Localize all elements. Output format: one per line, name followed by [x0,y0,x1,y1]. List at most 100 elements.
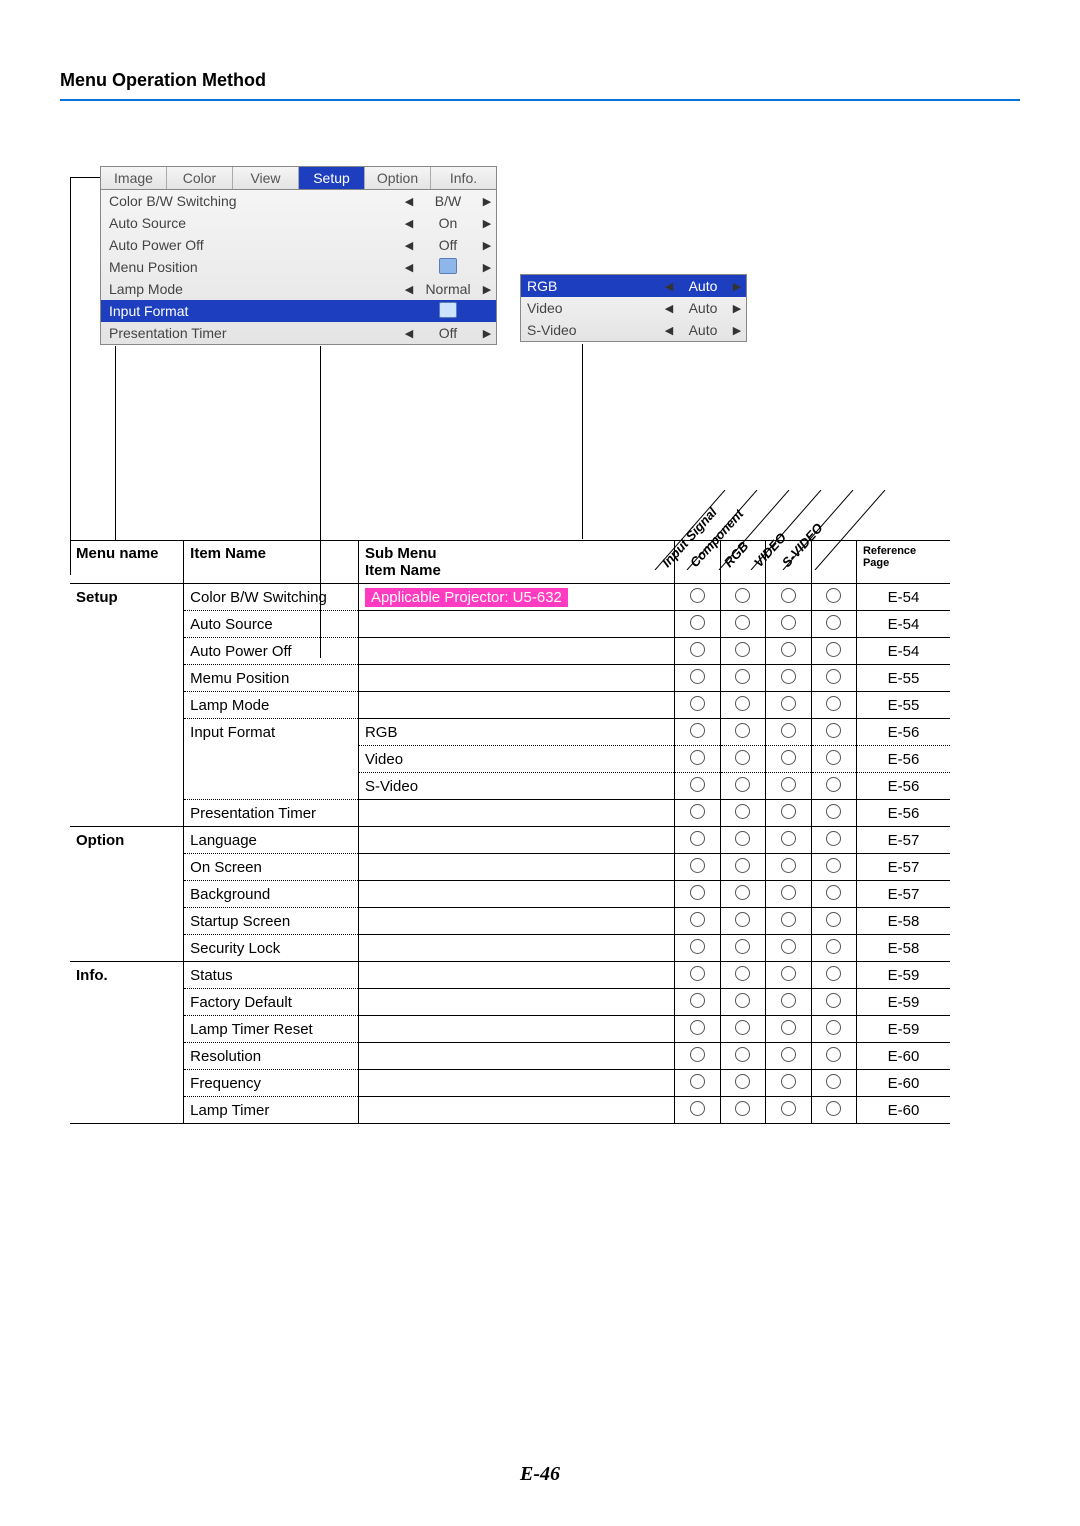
osd-row[interactable]: Color B/W Switching◀B/W▶ [101,190,496,212]
support-circle [735,588,750,603]
support-circle [735,831,750,846]
support-circle [781,588,796,603]
support-circle [781,966,796,981]
osd-submenu: RGB◀Auto▶Video◀Auto▶S-Video◀Auto▶ [520,274,747,342]
tab-info[interactable]: Info. [431,167,496,189]
support-circle [826,804,841,819]
support-circle [826,993,841,1008]
support-circle [735,1074,750,1089]
support-circle [690,1047,705,1062]
support-circle [690,912,705,927]
support-circle [826,588,841,603]
submenu-row[interactable]: RGB◀Auto▶ [521,275,746,297]
table-row: VideoE-56 [70,746,950,773]
support-circle [735,966,750,981]
osd-row[interactable]: Auto Power Off◀Off▶ [101,234,496,256]
support-circle [690,669,705,684]
table-row: S-VideoE-56 [70,773,950,800]
support-circle [690,993,705,1008]
support-circle [826,642,841,657]
osd-body: Color B/W Switching◀B/W▶Auto Source◀On▶A… [100,190,497,345]
support-circle [781,777,796,792]
osd-row[interactable]: Auto Source◀On▶ [101,212,496,234]
support-circle [826,912,841,927]
osd-row[interactable]: Lamp Mode◀Normal▶ [101,278,496,300]
support-circle [781,723,796,738]
tab-view[interactable]: View [233,167,299,189]
osd-row[interactable]: Presentation Timer◀Off▶ [101,322,496,344]
support-circle [826,723,841,738]
support-circle [826,1074,841,1089]
support-circle [690,1020,705,1035]
support-circle [781,858,796,873]
support-circle [735,696,750,711]
support-circle [735,723,750,738]
support-circle [690,642,705,657]
support-circle [690,1074,705,1089]
support-circle [735,804,750,819]
support-circle [690,966,705,981]
support-circle [690,588,705,603]
support-circle [826,1047,841,1062]
submenu-row[interactable]: Video◀Auto▶ [521,297,746,319]
support-circle [826,966,841,981]
th-refpage: Reference Page [856,541,950,584]
support-circle [826,615,841,630]
page-title: Menu Operation Method [60,70,1020,91]
table-row: SetupColor B/W SwitchingApplicable Proje… [70,584,950,611]
table-row: Memu PositionE-55 [70,665,950,692]
support-circle [690,804,705,819]
tab-setup[interactable]: Setup [299,167,365,189]
support-circle [781,669,796,684]
support-circle [781,750,796,765]
submenu-row[interactable]: S-Video◀Auto▶ [521,319,746,341]
support-circle [735,1101,750,1116]
support-circle [735,642,750,657]
osd-tabs: ImageColorViewSetupOptionInfo. [100,166,497,190]
table-row: Info.StatusE-59 [70,962,950,989]
support-circle [826,669,841,684]
support-circle [781,912,796,927]
table-row: Security LockE-58 [70,935,950,962]
support-circle [735,858,750,873]
support-circle [781,696,796,711]
support-circle [781,939,796,954]
support-circle [781,1101,796,1116]
support-circle [735,1020,750,1035]
support-circle [735,777,750,792]
table-row: BackgroundE-57 [70,881,950,908]
tab-option[interactable]: Option [365,167,431,189]
support-circle [735,750,750,765]
support-circle [826,939,841,954]
support-circle [826,1101,841,1116]
support-circle [826,777,841,792]
table-row: Startup ScreenE-58 [70,908,950,935]
support-circle [781,885,796,900]
th-item: Item Name [184,541,359,584]
support-circle [690,723,705,738]
support-circle [690,1101,705,1116]
support-circle [690,696,705,711]
support-circle [781,993,796,1008]
support-circle [690,885,705,900]
support-circle [735,1047,750,1062]
support-circle [781,615,796,630]
title-rule [60,99,1020,101]
support-circle [826,831,841,846]
support-circle [735,993,750,1008]
support-circle [735,885,750,900]
support-circle [826,885,841,900]
osd-row[interactable]: Input Format [101,300,496,322]
support-circle [735,912,750,927]
table-row: Auto SourceE-54 [70,611,950,638]
support-circle [735,939,750,954]
table-row: Auto Power OffE-54 [70,638,950,665]
table-row: Input FormatRGBE-56 [70,719,950,746]
tab-color[interactable]: Color [167,167,233,189]
table-row: OptionLanguageE-57 [70,827,950,854]
page-number: E-46 [0,1463,1080,1486]
tab-image[interactable]: Image [101,167,167,189]
table-row: ResolutionE-60 [70,1043,950,1070]
osd-row[interactable]: Menu Position◀▶ [101,256,496,278]
table-row: On ScreenE-57 [70,854,950,881]
